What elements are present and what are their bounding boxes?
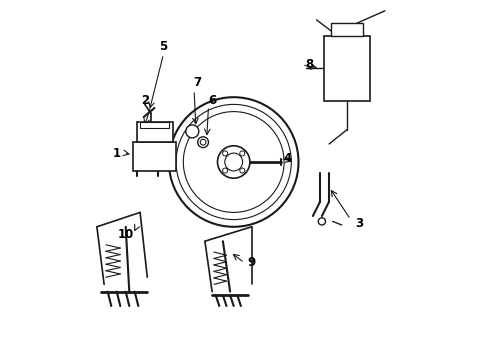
FancyBboxPatch shape [140,122,168,128]
Circle shape [197,137,208,148]
FancyBboxPatch shape [330,23,363,36]
Text: 3: 3 [355,217,363,230]
Text: 4: 4 [283,152,291,165]
Text: 6: 6 [207,94,216,107]
Text: 8: 8 [305,58,313,71]
Circle shape [224,153,242,171]
Circle shape [318,218,325,225]
Circle shape [239,151,244,156]
FancyBboxPatch shape [136,122,172,142]
Text: 7: 7 [193,76,202,89]
Circle shape [185,125,199,138]
Text: 5: 5 [159,40,167,53]
Text: 10: 10 [117,228,134,240]
Text: 2: 2 [141,94,149,107]
Circle shape [239,168,244,173]
Circle shape [217,146,249,178]
FancyBboxPatch shape [323,36,370,101]
Circle shape [222,168,227,173]
Text: 9: 9 [247,256,255,269]
FancyBboxPatch shape [133,142,176,171]
Text: 1: 1 [112,147,121,159]
Circle shape [200,139,205,145]
Circle shape [222,151,227,156]
